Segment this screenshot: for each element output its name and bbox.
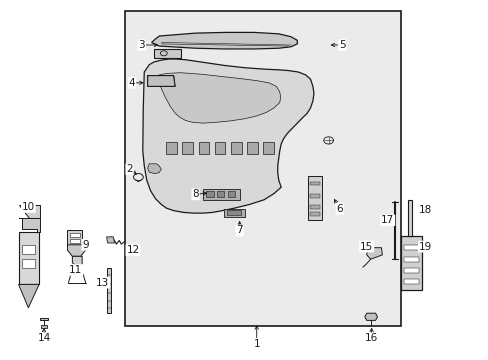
Polygon shape xyxy=(227,191,235,197)
Polygon shape xyxy=(106,237,114,243)
Text: 18: 18 xyxy=(418,204,431,215)
Polygon shape xyxy=(403,268,418,273)
Text: 10: 10 xyxy=(22,202,35,212)
Text: 6: 6 xyxy=(336,204,343,214)
Text: 13: 13 xyxy=(96,278,109,288)
Polygon shape xyxy=(147,76,175,86)
Polygon shape xyxy=(214,142,225,154)
Polygon shape xyxy=(41,325,47,328)
Polygon shape xyxy=(22,259,35,268)
Text: 4: 4 xyxy=(128,78,135,88)
Polygon shape xyxy=(224,209,245,217)
Text: 15: 15 xyxy=(359,242,373,252)
Text: 11: 11 xyxy=(69,265,82,275)
Polygon shape xyxy=(309,212,319,216)
Polygon shape xyxy=(19,218,40,232)
Polygon shape xyxy=(246,142,257,154)
Text: 17: 17 xyxy=(380,215,394,225)
Text: 3: 3 xyxy=(138,40,145,50)
Polygon shape xyxy=(203,189,239,200)
Text: 5: 5 xyxy=(338,40,345,50)
Polygon shape xyxy=(309,205,319,209)
Polygon shape xyxy=(67,230,82,245)
Polygon shape xyxy=(309,194,319,198)
Polygon shape xyxy=(309,182,319,185)
Polygon shape xyxy=(151,32,297,49)
Polygon shape xyxy=(403,257,418,262)
Polygon shape xyxy=(72,256,82,267)
Text: 14: 14 xyxy=(37,333,51,343)
Text: 8: 8 xyxy=(192,189,199,199)
Text: 12: 12 xyxy=(126,245,140,255)
Bar xyxy=(124,11,400,326)
Polygon shape xyxy=(19,232,39,284)
Polygon shape xyxy=(403,245,418,250)
Polygon shape xyxy=(40,318,48,320)
Polygon shape xyxy=(70,239,80,243)
Polygon shape xyxy=(22,245,35,254)
Polygon shape xyxy=(198,142,209,154)
Text: 19: 19 xyxy=(418,242,431,252)
Polygon shape xyxy=(19,205,40,218)
Polygon shape xyxy=(366,248,382,259)
Polygon shape xyxy=(19,284,39,308)
Polygon shape xyxy=(106,268,111,313)
Polygon shape xyxy=(142,59,313,213)
Polygon shape xyxy=(400,236,421,290)
Polygon shape xyxy=(206,191,213,197)
Polygon shape xyxy=(263,142,273,154)
Text: 9: 9 xyxy=(82,240,89,250)
Polygon shape xyxy=(154,49,181,58)
Text: 2: 2 xyxy=(126,164,133,174)
Polygon shape xyxy=(182,142,193,154)
Bar xyxy=(227,210,241,215)
Text: 16: 16 xyxy=(364,333,378,343)
Polygon shape xyxy=(230,142,241,154)
Text: 7: 7 xyxy=(236,225,243,235)
Polygon shape xyxy=(407,200,411,236)
Polygon shape xyxy=(67,245,85,256)
Polygon shape xyxy=(156,73,280,123)
Polygon shape xyxy=(166,142,177,154)
Polygon shape xyxy=(147,164,161,174)
Polygon shape xyxy=(70,233,80,237)
Polygon shape xyxy=(307,176,321,220)
Polygon shape xyxy=(217,191,224,197)
Polygon shape xyxy=(364,313,377,320)
Text: 1: 1 xyxy=(253,339,260,349)
Polygon shape xyxy=(403,279,418,284)
